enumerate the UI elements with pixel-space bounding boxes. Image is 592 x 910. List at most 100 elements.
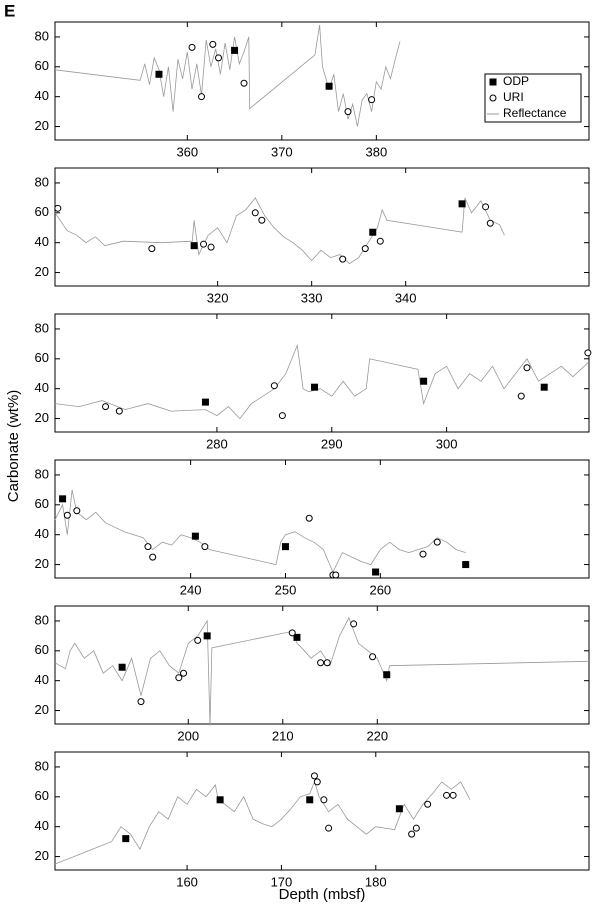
- uri-point: [325, 824, 333, 832]
- uri-point: [194, 636, 202, 644]
- y-tick-label: 80: [35, 320, 49, 335]
- uri-point: [63, 511, 71, 519]
- odp-point: [462, 561, 470, 569]
- plot-frame: [54, 459, 590, 579]
- y-tick-label: 60: [35, 788, 49, 803]
- uri-point: [144, 543, 152, 551]
- uri-point: [115, 407, 123, 415]
- uri-point: [408, 830, 416, 838]
- uri-point: [449, 791, 457, 799]
- odp-point: [190, 242, 198, 250]
- plot-frame: [54, 21, 590, 141]
- plot-frame: [54, 751, 590, 871]
- y-tick-label: 40: [35, 380, 49, 395]
- uri-point: [102, 403, 110, 411]
- reflectance-line: [54, 780, 471, 865]
- x-tick-label: 340: [395, 290, 417, 305]
- uri-point: [201, 543, 209, 551]
- x-tick-label: 160: [176, 874, 198, 889]
- x-tick-label: 370: [271, 144, 293, 159]
- uri-point: [149, 553, 157, 561]
- y-tick-label: 80: [35, 612, 49, 627]
- uri-point: [486, 219, 494, 227]
- uri-point: [270, 382, 278, 390]
- legend-symbol: [489, 94, 497, 102]
- uri-point: [251, 209, 259, 217]
- odp-point: [201, 398, 209, 406]
- uri-point: [350, 620, 358, 628]
- uri-point: [424, 800, 432, 808]
- x-tick-label: 210: [272, 728, 294, 743]
- odp-point: [203, 632, 211, 640]
- odp-point: [540, 383, 548, 391]
- odp-point: [155, 70, 163, 78]
- y-tick-label: 20: [35, 410, 49, 425]
- plot-frame: [54, 167, 590, 287]
- uri-point: [215, 54, 223, 62]
- uri-point: [368, 96, 376, 104]
- y-tick-label: 20: [35, 848, 49, 863]
- x-tick-label: 290: [321, 436, 343, 451]
- x-tick-label: 200: [177, 728, 199, 743]
- reflectance-line: [54, 616, 590, 726]
- odp-point: [191, 532, 199, 540]
- uri-point: [278, 412, 286, 420]
- y-tick-label: 20: [35, 118, 49, 133]
- y-tick-label: 80: [35, 758, 49, 773]
- x-tick-label: 220: [366, 728, 388, 743]
- odp-point: [231, 46, 239, 54]
- odp-point: [383, 671, 391, 679]
- uri-point: [482, 203, 490, 211]
- reflectance-line: [54, 489, 466, 573]
- y-tick-label: 60: [35, 204, 49, 219]
- odp-point: [281, 543, 289, 551]
- uri-point: [419, 550, 427, 558]
- uri-point: [180, 669, 188, 677]
- x-tick-label: 330: [301, 290, 323, 305]
- uri-point: [54, 204, 62, 212]
- uri-point: [323, 659, 331, 667]
- uri-point: [188, 43, 196, 51]
- x-tick-label: 170: [271, 874, 293, 889]
- odp-point: [306, 796, 314, 804]
- y-tick-label: 40: [35, 88, 49, 103]
- x-tick-label: 280: [206, 436, 228, 451]
- legend-symbol: [489, 78, 497, 86]
- uri-point: [523, 364, 531, 372]
- legend-label: URI: [503, 90, 524, 104]
- reflectance-line: [54, 24, 401, 127]
- y-tick-label: 40: [35, 818, 49, 833]
- y-tick-label: 40: [35, 672, 49, 687]
- x-tick-label: 250: [275, 582, 297, 597]
- uri-point: [288, 629, 296, 637]
- uri-point: [361, 245, 369, 253]
- x-tick-label: 260: [369, 582, 391, 597]
- uri-point: [412, 824, 420, 832]
- y-axis-label: Carbonate (wt%): [5, 390, 22, 503]
- uri-point: [175, 674, 183, 682]
- uri-point: [148, 245, 156, 253]
- odp-point: [369, 228, 377, 236]
- y-tick-label: 60: [35, 350, 49, 365]
- uri-point: [258, 216, 266, 224]
- odp-point: [395, 805, 403, 813]
- x-tick-label: 240: [180, 582, 202, 597]
- odp-point: [311, 383, 319, 391]
- uri-point: [240, 79, 248, 87]
- y-tick-label: 60: [35, 642, 49, 657]
- y-tick-label: 80: [35, 28, 49, 43]
- x-tick-label: 320: [207, 290, 229, 305]
- uri-point: [137, 698, 145, 706]
- y-tick-label: 60: [35, 58, 49, 73]
- odp-point: [325, 82, 333, 90]
- x-tick-label: 180: [365, 874, 387, 889]
- uri-point: [339, 255, 347, 263]
- odp-point: [59, 495, 67, 503]
- x-tick-label: 380: [365, 144, 387, 159]
- uri-point: [369, 653, 377, 661]
- uri-point: [209, 40, 217, 48]
- y-tick-label: 20: [35, 702, 49, 717]
- uri-point: [197, 93, 205, 101]
- legend-label: ODP: [503, 74, 529, 88]
